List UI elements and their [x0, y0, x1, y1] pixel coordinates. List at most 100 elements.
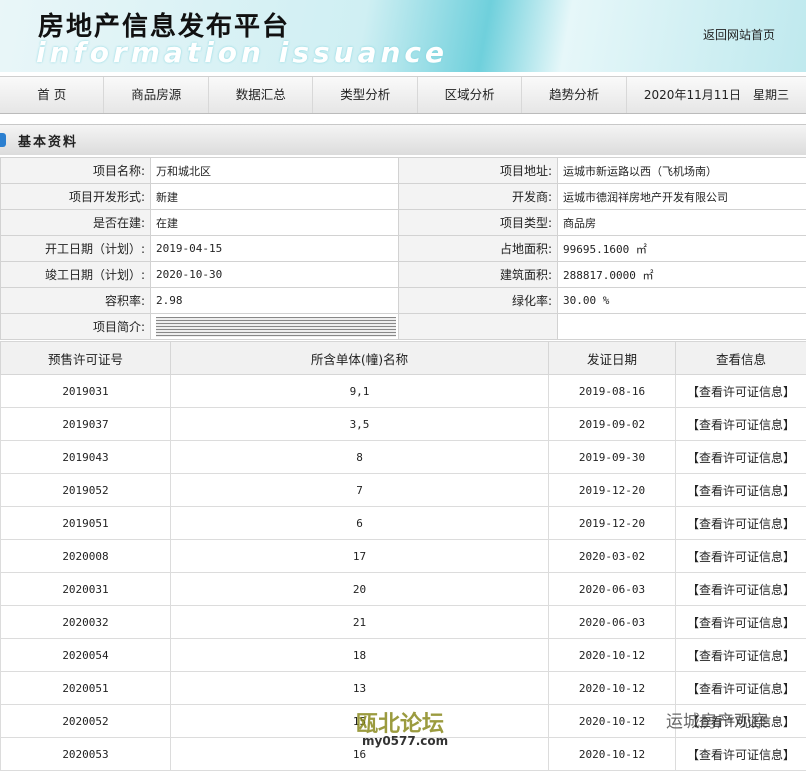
permit-cell: 2019037 [1, 408, 171, 441]
nav-date: 2020年11月11日 星期三 [627, 77, 806, 113]
info-label: 项目开发形式: [1, 184, 151, 210]
permit-link[interactable]: 【查看许可证信息】 [676, 408, 806, 441]
info-label [399, 314, 558, 340]
permit-cell: 2020-10-12 [549, 639, 676, 672]
banner: 房地产信息发布平台 information issuance 返回网站首页 [0, 0, 806, 72]
permit-cell: 2020052 [1, 705, 171, 738]
column-header: 发证日期 [549, 342, 676, 375]
permit-cell: 2020-10-12 [549, 738, 676, 771]
permit-link[interactable]: 【查看许可证信息】 [676, 540, 806, 573]
info-value: 30.00 % [558, 288, 806, 314]
info-value: 2019-04-15 [151, 236, 399, 262]
info-value: 288817.0000 ㎡ [558, 262, 806, 288]
column-header: 预售许可证号 [1, 342, 171, 375]
permit-cell: 2019043 [1, 441, 171, 474]
section-icon [0, 133, 6, 147]
permit-cell: 2020-10-12 [549, 705, 676, 738]
permit-link[interactable]: 【查看许可证信息】 [676, 573, 806, 606]
permit-cell: 2019051 [1, 507, 171, 540]
permit-cell: 2019-12-20 [549, 507, 676, 540]
info-label: 项目简介: [1, 314, 151, 340]
info-row: 项目开发形式:新建开发商:运城市德润祥房地产开发有限公司 [1, 184, 806, 210]
info-value: 2020-10-30 [151, 262, 399, 288]
section-header: 基本资料 [0, 124, 806, 155]
permit-cell: 13 [171, 672, 549, 705]
permit-cell: 16 [171, 738, 549, 771]
info-label: 绿化率: [399, 288, 558, 314]
nav-item[interactable]: 数据汇总 [209, 77, 313, 113]
nav-item[interactable]: 趋势分析 [522, 77, 626, 113]
site-subtitle: information issuance [36, 36, 448, 69]
info-label: 项目名称: [1, 158, 151, 184]
watermark-account: 运城房产观察 [666, 707, 768, 732]
permit-link[interactable]: 【查看许可证信息】 [676, 639, 806, 672]
permit-cell: 20 [171, 573, 549, 606]
home-link[interactable]: 返回网站首页 [703, 26, 775, 43]
permit-link[interactable]: 【查看许可证信息】 [676, 672, 806, 705]
permit-cell: 2020-06-03 [549, 606, 676, 639]
permit-cell: 2019-09-30 [549, 441, 676, 474]
permit-link[interactable]: 【查看许可证信息】 [676, 474, 806, 507]
info-value: 运城市新运路以西（飞机场南） [558, 158, 806, 184]
info-value: 万和城北区 [151, 158, 399, 184]
permit-cell: 2020-10-12 [549, 672, 676, 705]
permit-cell: 2020-06-03 [549, 573, 676, 606]
permit-cell: 2020054 [1, 639, 171, 672]
nav-item[interactable]: 首 页 [0, 77, 104, 113]
info-table: 项目名称:万和城北区项目地址:运城市新运路以西（飞机场南）项目开发形式:新建开发… [0, 157, 806, 340]
permit-cell: 21 [171, 606, 549, 639]
permit-cell: 2020053 [1, 738, 171, 771]
permit-cell: 2020-03-02 [549, 540, 676, 573]
section-title: 基本资料 [18, 131, 78, 150]
permit-cell: 2019-12-20 [549, 474, 676, 507]
permit-cell: 7 [171, 474, 549, 507]
info-label: 竣工日期（计划）: [1, 262, 151, 288]
permit-cell: 6 [171, 507, 549, 540]
permit-cell: 2020051 [1, 672, 171, 705]
permit-link[interactable]: 【查看许可证信息】 [676, 375, 806, 408]
column-header: 所含单体(幢)名称 [171, 342, 549, 375]
info-value: 运城市德润祥房地产开发有限公司 [558, 184, 806, 210]
info-label: 占地面积: [399, 236, 558, 262]
permit-link[interactable]: 【查看许可证信息】 [676, 606, 806, 639]
permit-cell: 2020031 [1, 573, 171, 606]
info-row: 项目名称:万和城北区项目地址:运城市新运路以西（飞机场南） [1, 158, 806, 184]
info-label: 是否在建: [1, 210, 151, 236]
watermark-site: my0577.com [362, 734, 448, 748]
info-value: 在建 [151, 210, 399, 236]
info-label: 项目类型: [399, 210, 558, 236]
info-label: 开工日期（计划）: [1, 236, 151, 262]
info-label: 开发商: [399, 184, 558, 210]
info-value: 2.98 [151, 288, 399, 314]
permit-cell: 2019052 [1, 474, 171, 507]
info-value: 新建 [151, 184, 399, 210]
page: 房地产信息发布平台 information issuance 返回网站首页 首 … [0, 0, 806, 752]
nav-item[interactable]: 类型分析 [313, 77, 417, 113]
nav-item[interactable]: 商品房源 [104, 77, 208, 113]
info-label: 建筑面积: [399, 262, 558, 288]
permit-link[interactable]: 【查看许可证信息】 [676, 441, 806, 474]
permit-cell: 2020032 [1, 606, 171, 639]
info-value: 商品房 [558, 210, 806, 236]
nav-item[interactable]: 区域分析 [418, 77, 522, 113]
permit-link[interactable]: 【查看许可证信息】 [676, 507, 806, 540]
permit-cell: 9,1 [171, 375, 549, 408]
permit-cell: 2019-09-02 [549, 408, 676, 441]
column-header: 查看信息 [676, 342, 806, 375]
info-value: 99695.1600 ㎡ [558, 236, 806, 262]
permit-link[interactable]: 【查看许可证信息】 [676, 738, 806, 771]
permit-cell: 2020008 [1, 540, 171, 573]
info-label: 容积率: [1, 288, 151, 314]
info-value [151, 314, 399, 340]
